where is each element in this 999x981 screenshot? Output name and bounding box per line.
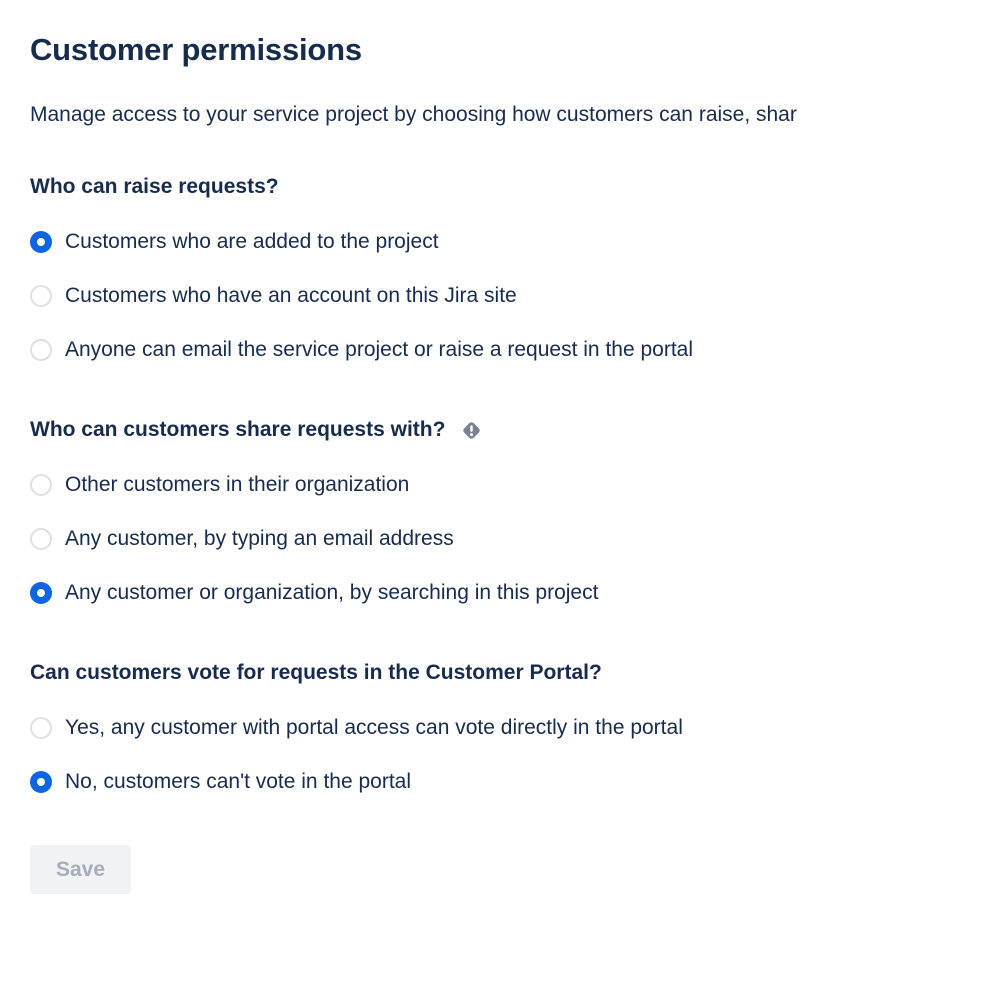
section-heading: Can customers vote for requests in the C… <box>30 660 999 686</box>
section-vote-requests: Can customers vote for requests in the C… <box>30 660 999 796</box>
radio-option[interactable]: Other customers in their organization <box>30 471 999 499</box>
radio-button[interactable] <box>30 528 52 550</box>
radio-group-vote-requests: Yes, any customer with portal access can… <box>30 714 999 796</box>
radio-option-label[interactable]: Yes, any customer with portal access can… <box>65 716 683 739</box>
radio-option[interactable]: Customers who are added to the project <box>30 228 999 256</box>
radio-option-label[interactable]: Any customer or organization, by searchi… <box>65 581 599 604</box>
page-description: Manage access to your service project by… <box>30 103 797 126</box>
section-heading: Who can customers share requests with? <box>30 417 999 443</box>
page-title: Customer permissions <box>30 32 362 67</box>
radio-button[interactable] <box>30 582 52 604</box>
radio-option[interactable]: Any customer, by typing an email address <box>30 525 999 553</box>
radio-option-label[interactable]: Customers who have an account on this Ji… <box>65 284 517 307</box>
radio-option[interactable]: Anyone can email the service project or … <box>30 336 999 364</box>
form-footer: Save <box>30 845 999 894</box>
save-button[interactable]: Save <box>30 845 132 894</box>
customer-permissions-page: Customer permissions Manage access to yo… <box>30 32 999 894</box>
radio-button[interactable] <box>30 339 52 361</box>
radio-button[interactable] <box>30 717 52 739</box>
radio-option[interactable]: Customers who have an account on this Ji… <box>30 282 999 310</box>
radio-option[interactable]: Yes, any customer with portal access can… <box>30 714 999 742</box>
radio-button[interactable] <box>30 285 52 307</box>
radio-option-label[interactable]: Other customers in their organization <box>65 473 410 496</box>
section-heading: Who can raise requests? <box>30 174 999 200</box>
section-share-requests: Who can customers share requests with? O… <box>30 417 999 607</box>
section-raise-requests: Who can raise requests? Customers who ar… <box>30 174 999 364</box>
radio-option-label[interactable]: Anyone can email the service project or … <box>65 338 694 361</box>
radio-option-label[interactable]: Any customer, by typing an email address <box>65 527 454 550</box>
radio-button[interactable] <box>30 231 52 253</box>
section-heading-text: Can customers vote for requests in the C… <box>30 661 602 684</box>
radio-option-label[interactable]: No, customers can't vote in the portal <box>65 770 412 793</box>
radio-option[interactable]: Any customer or organization, by searchi… <box>30 579 999 607</box>
radio-group-raise-requests: Customers who are added to the project C… <box>30 228 999 364</box>
radio-button[interactable] <box>30 771 52 793</box>
section-heading-text: Who can customers share requests with? <box>30 418 446 441</box>
radio-button[interactable] <box>30 474 52 496</box>
section-heading-text: Who can raise requests? <box>30 175 279 198</box>
radio-option-label[interactable]: Customers who are added to the project <box>65 230 439 253</box>
radio-option[interactable]: No, customers can't vote in the portal <box>30 768 999 796</box>
warning-diamond-icon[interactable] <box>460 419 483 442</box>
radio-group-share-requests: Other customers in their organization An… <box>30 471 999 607</box>
